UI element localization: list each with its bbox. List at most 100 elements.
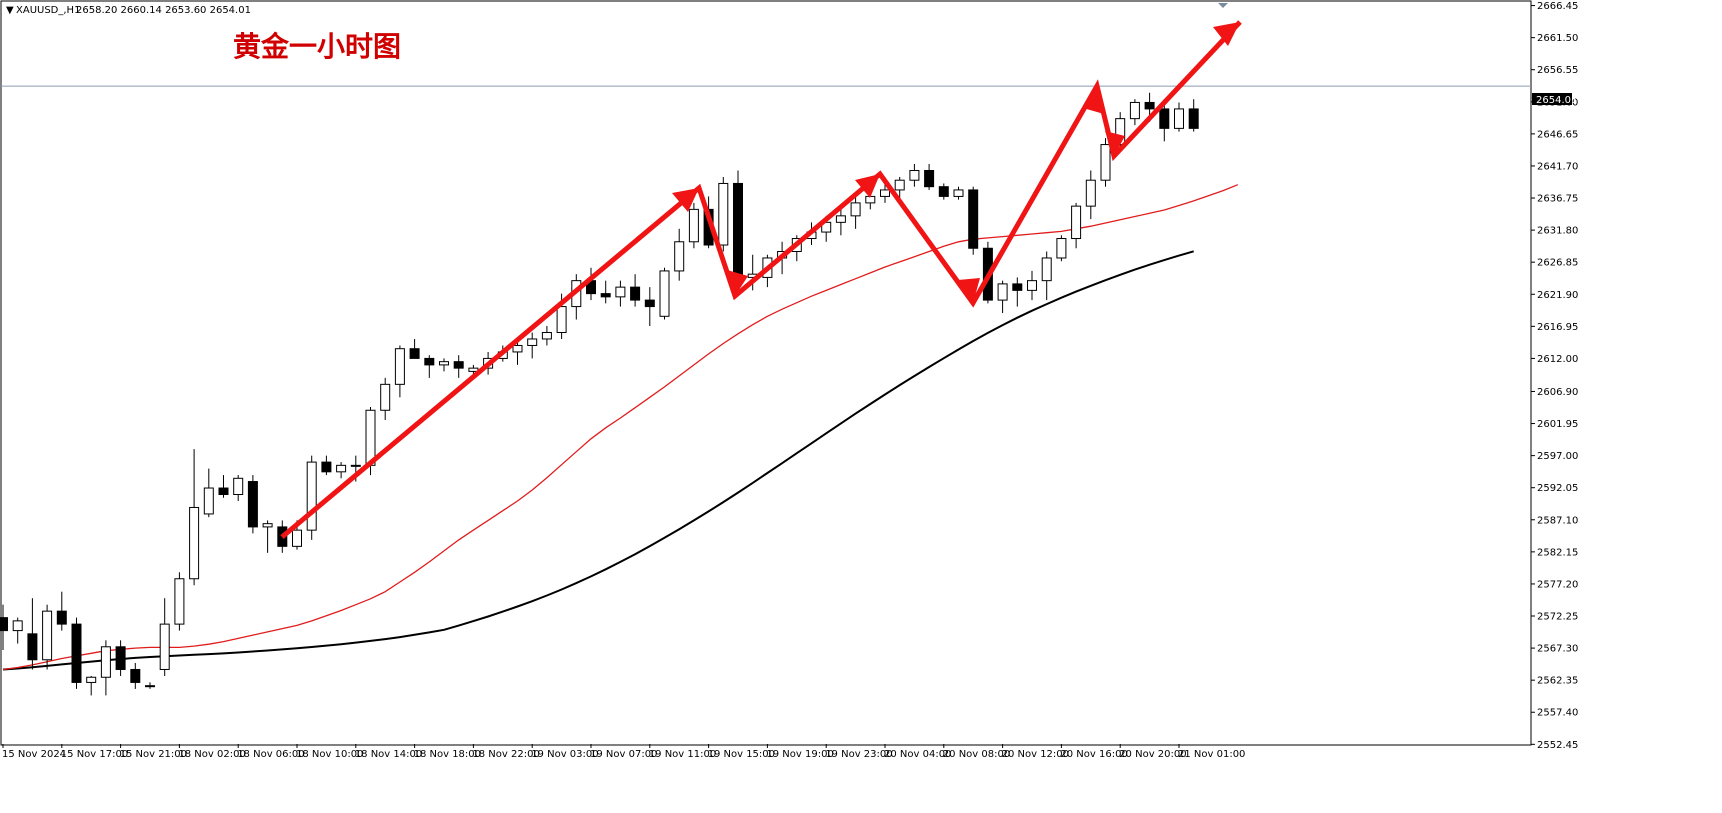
candle	[644, 287, 655, 327]
candle-body-bull	[894, 179, 905, 191]
candle-body-bear	[453, 361, 464, 369]
candle	[189, 449, 200, 586]
price-tick-label: 2567.30	[1537, 644, 1578, 655]
candle	[336, 462, 347, 479]
price-tick-label: 2601.95	[1537, 419, 1578, 430]
candle-body-bear	[1159, 108, 1170, 129]
candle	[968, 186, 979, 255]
candle-body-bear	[115, 646, 126, 670]
candle	[424, 355, 435, 378]
candle	[409, 338, 420, 359]
candle	[541, 326, 552, 346]
candle	[1174, 102, 1184, 132]
plot-frame	[0, 0, 1532, 746]
candle	[997, 280, 1008, 314]
candle-body-bull	[233, 477, 244, 496]
candle-body-bull	[865, 195, 876, 204]
candle-body-bull	[350, 464, 361, 467]
price-tick-label: 2646.65	[1537, 129, 1578, 140]
candle	[1041, 251, 1052, 301]
current-price-tag	[1532, 93, 1572, 105]
candle-body-bull	[659, 270, 670, 317]
candle	[115, 640, 126, 676]
candle-body-bear	[71, 623, 82, 683]
candle	[527, 332, 538, 359]
arrowhead-up-2	[855, 174, 880, 198]
candle-body-bear	[27, 633, 38, 661]
candle-body-bear	[130, 668, 141, 683]
candle	[630, 274, 641, 307]
symbol-label: XAUUSD_,H1	[16, 5, 80, 16]
time-tick-label: 19 Nov 23:00	[825, 749, 892, 760]
candle	[56, 591, 67, 631]
price-tick-label: 2557.40	[1537, 708, 1578, 719]
time-tick-label: 20 Nov 16:00	[1060, 749, 1127, 760]
time-tick-label: 18 Nov 10:00	[296, 749, 363, 760]
time-tick-label: 20 Nov 08:00	[943, 749, 1010, 760]
time-tick-label: 19 Nov 07:00	[590, 749, 657, 760]
candle	[394, 345, 405, 398]
time-tick-label: 19 Nov 19:00	[766, 749, 833, 760]
candle	[306, 455, 317, 540]
price-tick-label: 2562.35	[1537, 676, 1578, 687]
candle-body-bull	[674, 241, 685, 272]
header-collapse-icon[interactable]: ▼	[6, 5, 14, 16]
price-tick-label: 2616.95	[1537, 322, 1578, 333]
candle-body-bull	[1041, 257, 1052, 282]
candle	[659, 267, 670, 320]
time-tick-label: 20 Nov 12:00	[1002, 749, 1069, 760]
candle-body-bear	[1144, 101, 1155, 110]
candle-body-bull	[439, 361, 449, 366]
candle-body-bear	[600, 293, 611, 298]
candle	[1071, 202, 1082, 249]
candle	[100, 640, 111, 696]
candle-body-bull	[145, 685, 155, 688]
candle-body-bull	[189, 506, 200, 580]
candle-body-bull	[1129, 101, 1140, 120]
candle-body-bear	[56, 610, 67, 625]
candle-body-bear	[218, 487, 229, 496]
time-tick-label: 20 Nov 04:00	[884, 749, 951, 760]
candle-body-bear	[938, 186, 949, 197]
candle	[718, 176, 729, 252]
candle-body-bull	[880, 189, 890, 197]
candle-body-bull	[12, 620, 23, 632]
candle-body-bull	[909, 169, 920, 181]
candle-body-bull	[1100, 144, 1111, 181]
candle-body-bear	[644, 299, 655, 308]
candle	[1100, 138, 1111, 187]
time-tick-label: 19 Nov 11:00	[649, 749, 716, 760]
price-axis: 2666.452661.502656.552651.602646.652641.…	[1531, 1, 1578, 751]
candle	[247, 475, 258, 534]
candle	[86, 675, 97, 696]
candle-body-bull	[718, 182, 729, 246]
price-tick-label: 2582.15	[1537, 547, 1578, 558]
ohlc-label: 2658.20 2660.14 2653.60 2654.01	[76, 5, 251, 16]
candle-body-bull	[1174, 108, 1184, 129]
candle	[1027, 270, 1037, 301]
candle-body-bear	[409, 348, 420, 359]
price-tick-label: 2621.90	[1537, 290, 1578, 301]
current-price-tag-label: 2654.01	[1536, 95, 1577, 106]
candle-body-bull	[688, 208, 699, 243]
shift-marker-icon[interactable]	[1218, 3, 1228, 8]
trend-arrows	[280, 20, 1242, 539]
time-tick-label: 15 Nov 21:00	[120, 749, 187, 760]
candle	[938, 183, 949, 200]
price-tick-label: 2552.45	[1537, 740, 1578, 751]
candle	[1056, 235, 1067, 262]
price-tick-label: 2606.90	[1537, 387, 1578, 398]
price-tick-label: 2572.25	[1537, 612, 1578, 623]
candle-body-bear	[0, 617, 8, 632]
candle	[0, 604, 8, 651]
candle-body-bull	[380, 383, 391, 411]
time-tick-label: 19 Nov 15:00	[708, 749, 775, 760]
price-tick-label: 2612.00	[1537, 354, 1578, 365]
candle-body-bull	[512, 344, 523, 353]
candle-body-bull	[174, 578, 185, 625]
candle-body-bull	[292, 529, 302, 547]
price-tick-label: 2587.10	[1537, 515, 1578, 526]
candle-body-bull	[1085, 179, 1096, 207]
candle-body-bull	[468, 367, 479, 372]
